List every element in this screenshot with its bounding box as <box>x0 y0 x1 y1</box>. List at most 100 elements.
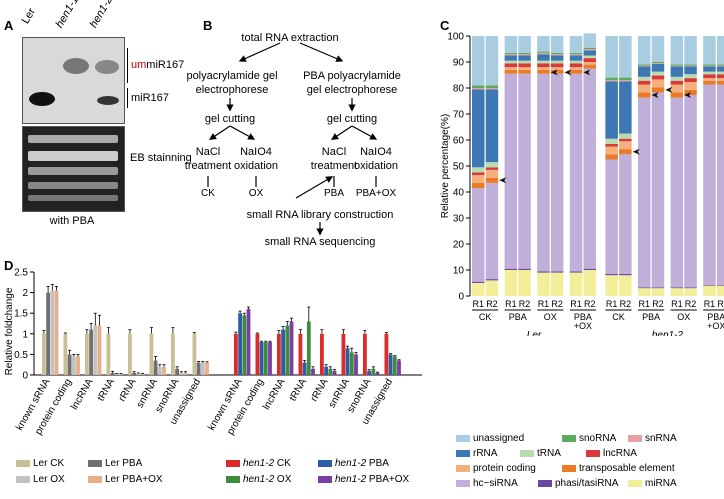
node-pba: PBA <box>323 188 345 199</box>
legend-hc-sirna: hc−siRNA <box>456 478 518 489</box>
stack-segment <box>619 77 632 81</box>
legend-swatch <box>562 464 576 472</box>
stack-segment <box>605 138 618 144</box>
legend-ler-pba: Ler PBA <box>88 458 142 469</box>
legend-text: OX <box>274 474 292 485</box>
legend-swatch <box>88 475 102 483</box>
y-axis-label: Relative percentage(%) <box>440 114 451 219</box>
legend-hen-pba: hen1-2 PBA <box>318 458 389 469</box>
fold-bar <box>162 366 166 375</box>
band-ler-mir167 <box>29 92 55 106</box>
fold-bar <box>157 366 162 375</box>
node-naio-left-2: oxidation <box>233 160 279 172</box>
stack-segment <box>583 64 596 69</box>
stack-segment <box>504 268 518 270</box>
y-tick-label: 80 <box>453 84 465 95</box>
stack-segment <box>472 182 485 189</box>
replicate-label: R2 <box>685 299 697 309</box>
stack-segment <box>703 78 716 81</box>
fold-bar <box>97 325 102 375</box>
node-total-rna: total RNA extraction <box>241 32 339 44</box>
fold-bar <box>302 362 307 375</box>
node-nacl-left-1: NaCl <box>195 146 221 158</box>
stack-segment <box>619 81 632 134</box>
stack-segment <box>605 36 618 78</box>
stack-segment <box>550 73 564 272</box>
fold-bar <box>50 290 55 375</box>
legend-snorna: snoRNA <box>562 433 616 444</box>
stack-segment <box>703 64 716 66</box>
stack-segment <box>670 97 684 288</box>
with-pba-caption: with PBA <box>49 215 95 227</box>
stack-segment <box>716 64 724 66</box>
stack-segment <box>703 80 716 85</box>
stack-segment <box>485 88 499 90</box>
stack-segment <box>619 149 632 155</box>
stack-segment <box>472 175 485 183</box>
arrowhead-marker <box>499 177 507 184</box>
band-hen12-um <box>95 60 119 74</box>
genotype-label-ler: Ler <box>527 330 542 336</box>
stack-segment <box>619 80 632 82</box>
fold-bar <box>328 368 333 375</box>
fold-bar <box>242 315 247 375</box>
node-nacl-right-1: NaCl <box>321 146 347 158</box>
stack-segment <box>605 159 618 274</box>
node-pba-page-2: gel electrophorese <box>306 84 398 96</box>
stack-segment <box>651 79 665 88</box>
replicate-label: R1 <box>638 299 650 309</box>
band-hen11-um <box>63 58 89 74</box>
genotype-label-hen: hen1-2 <box>652 330 684 336</box>
band-hen12-mir167 <box>97 96 119 105</box>
stack-segment <box>485 182 499 280</box>
lane-label-hen1-1: hen1-1 <box>53 0 82 31</box>
fold-bar <box>277 333 281 375</box>
stack-segment <box>670 84 684 93</box>
stack-segment <box>504 73 518 269</box>
stack-segment <box>716 285 724 296</box>
stack-segment <box>504 67 518 70</box>
stack-segment <box>651 92 665 288</box>
stack-segment <box>684 95 697 288</box>
stack-segment <box>550 55 564 61</box>
stack-segment <box>504 54 518 56</box>
legend-swatch <box>456 464 470 472</box>
stack-segment <box>670 64 684 66</box>
stack-segment <box>583 50 596 56</box>
stack-segment <box>716 80 724 85</box>
stack-segment <box>518 73 531 269</box>
stack-segment <box>583 270 596 296</box>
flowchart-arrows <box>207 42 378 236</box>
legend-text: Ler OX <box>33 474 65 485</box>
stack-segment <box>583 58 596 62</box>
stack-segment <box>619 273 632 276</box>
stack-segment <box>537 54 550 61</box>
stack-segment <box>684 64 697 66</box>
stack-segment <box>605 81 618 139</box>
legend-swatch <box>456 434 470 442</box>
legend-text: Ler PBA+OX <box>105 474 163 485</box>
node-gel-cut-left: gel cutting <box>204 113 256 125</box>
stack-segment <box>638 287 651 289</box>
stack-segment <box>550 36 564 53</box>
stack-segment <box>518 63 531 68</box>
stack-segment <box>472 188 485 282</box>
stack-segment <box>703 285 716 296</box>
stack-segment <box>518 268 531 270</box>
stack-segment <box>583 62 596 65</box>
mir-bracket <box>127 88 128 108</box>
stack-segment <box>472 89 485 168</box>
stack-segment <box>703 74 716 79</box>
stack-segment <box>651 63 665 64</box>
eb-label: EB stainning <box>130 152 192 164</box>
legend-text: unassigned <box>473 433 525 444</box>
panel-a-label: A <box>4 18 14 33</box>
legend-genotype: hen1-2 <box>335 474 367 485</box>
node-naio-right-2: oxidation <box>353 160 399 172</box>
stack-segment <box>518 69 531 74</box>
legend-text: transposable element <box>579 463 675 474</box>
fold-bar <box>238 313 242 375</box>
stack-segment <box>569 272 583 296</box>
arrowhead-marker <box>583 69 591 76</box>
arrowhead-marker <box>651 92 659 99</box>
